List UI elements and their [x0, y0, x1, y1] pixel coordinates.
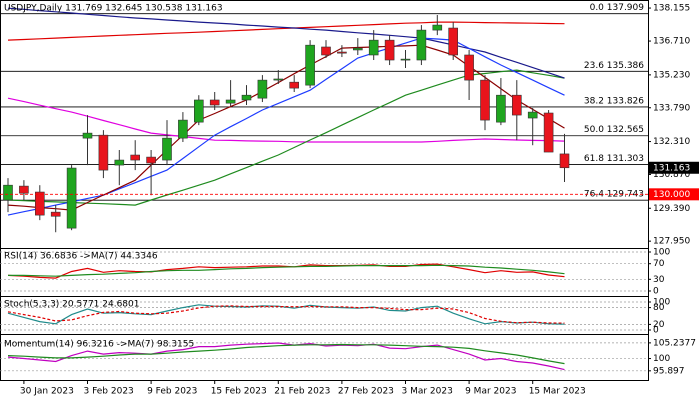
- candle-body: [257, 79, 268, 99]
- candle-body: [146, 156, 156, 164]
- candle-body: [114, 159, 125, 166]
- plot-frame: [0, 0, 649, 381]
- candle-body: [273, 78, 284, 81]
- candle-body: [209, 99, 220, 106]
- indicator-line: [7, 305, 565, 324]
- panel-title: Momentum(14) 96.3216 ->MA(7) 98.3155: [4, 340, 194, 350]
- y-tick-label: 130.870: [653, 170, 690, 180]
- candle-body: [480, 79, 490, 121]
- candle-body: [98, 134, 109, 171]
- fib-label: 38.2 133.826: [584, 96, 644, 106]
- y-tick-label: 100: [653, 248, 670, 258]
- fib-label: 50.0 132.565: [584, 125, 644, 135]
- y-tick-label: 129.390: [653, 204, 690, 214]
- indicator-line: [7, 342, 565, 371]
- y-tick-label: 127.950: [653, 237, 690, 247]
- y-tick-label: 70: [653, 259, 665, 269]
- candle-body: [194, 99, 204, 123]
- candle-body: [368, 39, 379, 56]
- indicator-line: [7, 21, 565, 41]
- candle-body: [448, 27, 459, 56]
- y-tick-label: 138.155: [653, 4, 690, 14]
- candle-body: [162, 137, 172, 161]
- candle-body: [178, 119, 188, 139]
- x-tick-label: 21 Feb 2023: [274, 387, 330, 397]
- x-tick-label: 27 Feb 2023: [338, 387, 394, 397]
- candle-body: [3, 184, 13, 201]
- candle-body: [289, 81, 300, 89]
- y-tick-label: 95.897: [653, 366, 685, 376]
- candle-body: [416, 29, 427, 61]
- panel-title: USDJPY,Daily 131.769 132.645 130.538 131…: [4, 4, 223, 14]
- candle-body: [352, 47, 363, 51]
- candle-body: [464, 54, 474, 81]
- indicator-line: [7, 44, 565, 211]
- x-tick-label: 15 Feb 2023: [211, 387, 267, 397]
- y-tick-label: 80: [653, 303, 665, 313]
- y-tick-label: 135.230: [653, 70, 690, 80]
- candle-body: [130, 154, 140, 161]
- candle-body: [400, 58, 411, 61]
- y-tick-label: 105.2377: [653, 338, 696, 348]
- x-tick-label: 9 Feb 2023: [147, 387, 197, 397]
- price-marker-label: 130.000: [653, 190, 690, 200]
- candle-body: [511, 94, 522, 116]
- x-tick-label: 9 Mar 2023: [465, 387, 516, 397]
- panel-title: RSI(14) 36.6836 ->MA(7) 44.3346: [4, 252, 158, 262]
- indicator-line: [7, 263, 565, 279]
- y-tick-label: 100: [653, 298, 670, 308]
- price-marker-label: 131.163: [653, 163, 690, 173]
- x-tick-label: 3 Mar 2023: [402, 387, 453, 397]
- candle-body: [50, 211, 61, 217]
- fib-label: 23.6 135.386: [584, 61, 644, 71]
- x-tick-label: 30 Jan 2023: [20, 387, 74, 397]
- candle-body: [305, 44, 315, 86]
- y-tick-label: 0: [653, 287, 659, 297]
- y-tick-label: 20: [653, 320, 665, 330]
- y-tick-label: 30: [653, 275, 665, 285]
- indicator-line: [7, 7, 565, 79]
- indicator-line: [7, 97, 565, 143]
- y-tick-label: 133.790: [653, 103, 690, 113]
- fib-label: 76.4 129.743: [584, 190, 644, 200]
- candle-body: [337, 51, 347, 54]
- candle-body: [82, 132, 93, 139]
- y-tick-label: 136.710: [653, 37, 690, 47]
- y-tick-label: 100: [653, 354, 670, 364]
- x-tick-label: 3 Feb 2023: [84, 387, 134, 397]
- candle-body: [496, 94, 506, 123]
- candle-body: [432, 24, 443, 31]
- candle-body: [241, 94, 252, 101]
- indicator-line: [7, 37, 565, 216]
- candle-body: [559, 153, 570, 169]
- candle-body: [19, 185, 29, 194]
- candle-body: [66, 167, 77, 229]
- candle-body: [34, 191, 45, 216]
- x-tick-label: 15 Mar 2023: [529, 387, 586, 397]
- candle-body: [384, 39, 395, 61]
- price-marker: [649, 188, 699, 201]
- candle-body: [321, 46, 331, 56]
- candle-body: [543, 112, 554, 153]
- price-marker: [649, 161, 699, 174]
- fib-label: 61.8 131.303: [584, 154, 644, 164]
- candle-body: [225, 99, 236, 104]
- fib-label: 0.0 137.909: [590, 3, 645, 13]
- y-tick-label: 132.310: [653, 137, 690, 147]
- indicator-line: [8, 264, 565, 277]
- panel-title: Stoch(5,3,3) 20.5771 24.6801: [4, 300, 139, 310]
- y-tick-label: 0: [653, 326, 659, 336]
- candle-body: [527, 111, 538, 119]
- indicator-line: [7, 343, 565, 365]
